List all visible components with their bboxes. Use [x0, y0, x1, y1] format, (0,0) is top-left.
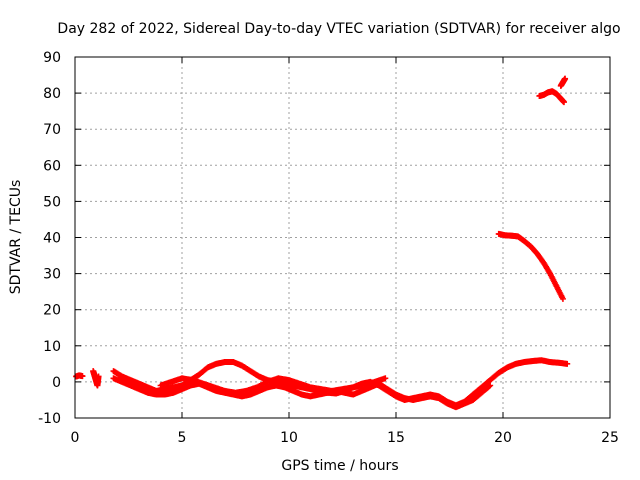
data-point	[487, 382, 494, 389]
plot-frame	[74, 56, 611, 419]
data-point	[382, 375, 389, 382]
y-tick-label: 30	[43, 267, 61, 283]
data-point	[559, 295, 566, 302]
x-tick-label: 15	[387, 430, 405, 446]
data-point	[562, 75, 569, 82]
y-axis-label: SDTVAR / TECUs	[8, 180, 24, 295]
tick-labels: 0 5 10 15 20 25 -10 0 10 20 30 40 50 60 70 80 90	[38, 50, 619, 446]
x-tick-label: 25	[601, 430, 619, 446]
y-tick-label: 40	[43, 231, 61, 247]
series-arc-3	[110, 357, 571, 409]
y-tick-label: 10	[43, 339, 61, 355]
series-arc-1	[73, 372, 86, 380]
series-arc-7	[536, 88, 567, 106]
data-point	[95, 373, 102, 380]
series-arc-2	[90, 368, 102, 389]
y-tick-label: 60	[43, 158, 61, 174]
y-tick-label: 90	[43, 50, 61, 66]
data-point	[564, 360, 571, 367]
y-tick-label: 0	[52, 375, 61, 391]
series-arc-6	[495, 230, 566, 302]
data-point	[560, 99, 567, 106]
x-tick-label: 0	[71, 430, 80, 446]
x-tick-label: 20	[494, 430, 512, 446]
y-tick-label: 20	[43, 303, 61, 319]
series-arc-8	[557, 75, 569, 89]
y-tick-label: 70	[43, 122, 61, 138]
series-arc-5	[157, 375, 389, 396]
data-markers	[73, 75, 571, 411]
x-axis-label: GPS time / hours	[281, 458, 398, 474]
y-tick-label: -10	[38, 411, 61, 427]
chart-title: Day 282 of 2022, Sidereal Day-to-day VTE…	[57, 21, 620, 37]
x-tick-label: 5	[178, 430, 187, 446]
data-point	[79, 373, 86, 380]
x-tick-label: 10	[280, 430, 298, 446]
y-tick-label: 50	[43, 194, 61, 210]
y-tick-label: 80	[43, 86, 61, 102]
data-point	[486, 383, 493, 390]
